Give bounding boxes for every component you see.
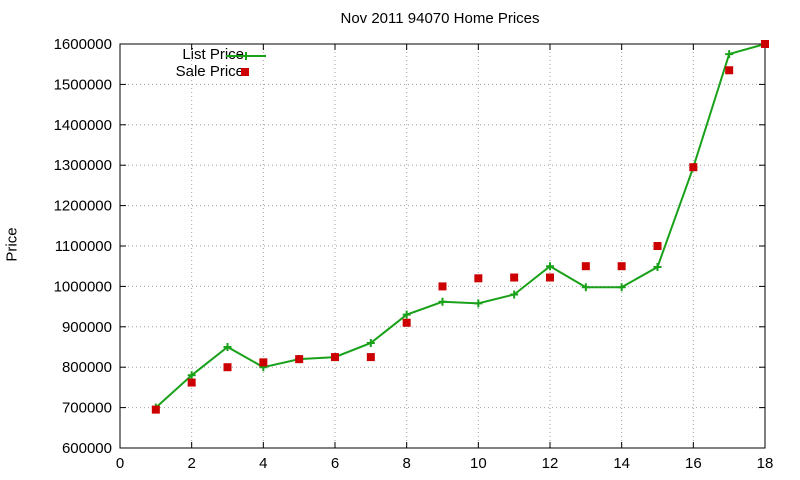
- sale-price-point: [295, 355, 304, 364]
- legend-label-sale-price: Sale Price: [175, 63, 244, 80]
- list-price-point: [438, 297, 447, 306]
- list-price-point: [581, 283, 590, 292]
- x-tick-label: 18: [757, 455, 774, 472]
- y-tick-label: 800000: [62, 359, 112, 376]
- list-price-point: [725, 50, 734, 59]
- x-tick-label: 4: [259, 455, 267, 472]
- y-tick-label: 1600000: [54, 36, 112, 53]
- x-tick-label: 14: [613, 455, 630, 472]
- sale-price-point: [402, 318, 411, 327]
- sale-price-point: [689, 163, 698, 172]
- y-tick-label: 700000: [62, 400, 112, 417]
- list-price-point: [653, 263, 662, 272]
- y-tick-label: 1400000: [54, 117, 112, 134]
- x-tick-label: 12: [542, 455, 559, 472]
- sale-price-point: [331, 353, 339, 362]
- sale-price-point: [581, 262, 590, 271]
- sale-price-point: [761, 40, 769, 48]
- sale-price-point: [510, 273, 519, 282]
- list-price-point: [402, 310, 411, 319]
- sale-price-point: [223, 363, 232, 372]
- sale-price-point: [151, 405, 160, 414]
- y-tick-label: 1100000: [55, 238, 112, 255]
- legend-marker-list-price: [242, 52, 250, 60]
- list-price-point: [546, 262, 554, 271]
- sale-price-point: [366, 353, 375, 362]
- sale-price-point: [653, 242, 662, 250]
- sale-price-point: [474, 274, 483, 283]
- list-price-line: [155, 43, 766, 409]
- sale-price-point: [617, 262, 626, 271]
- sale-price-point: [438, 282, 447, 291]
- sale-price-point: [187, 378, 196, 387]
- sale-price-point: [546, 273, 554, 282]
- x-tick-label: 2: [187, 455, 195, 472]
- x-tick-label: 16: [685, 455, 702, 472]
- list-price-point: [366, 338, 375, 347]
- y-tick-label: 1300000: [54, 157, 112, 174]
- legend-label-list-price: List Price: [182, 46, 244, 63]
- y-tick-label: 900000: [62, 319, 112, 336]
- list-price-point: [223, 343, 232, 351]
- list-price-point: [474, 299, 483, 308]
- y-tick-label: 1500000: [54, 76, 112, 93]
- sale-price-point: [259, 358, 268, 367]
- legend-marker-sale-price: [241, 68, 249, 76]
- x-tick-label: 6: [331, 455, 339, 472]
- x-tick-label: 8: [402, 455, 410, 472]
- list-price-point: [617, 283, 626, 292]
- list-price-point: [510, 290, 519, 299]
- x-tick-label: 10: [470, 455, 487, 472]
- chart-title: Nov 2011 94070 Home Prices: [340, 10, 540, 27]
- y-tick-label: 600000: [62, 440, 112, 457]
- sale-price-point: [725, 66, 734, 75]
- x-tick-label: 0: [116, 455, 124, 472]
- y-tick-label: 1000000: [54, 278, 112, 295]
- list-price-point: [187, 371, 196, 380]
- y-tick-label: 1200000: [54, 198, 112, 215]
